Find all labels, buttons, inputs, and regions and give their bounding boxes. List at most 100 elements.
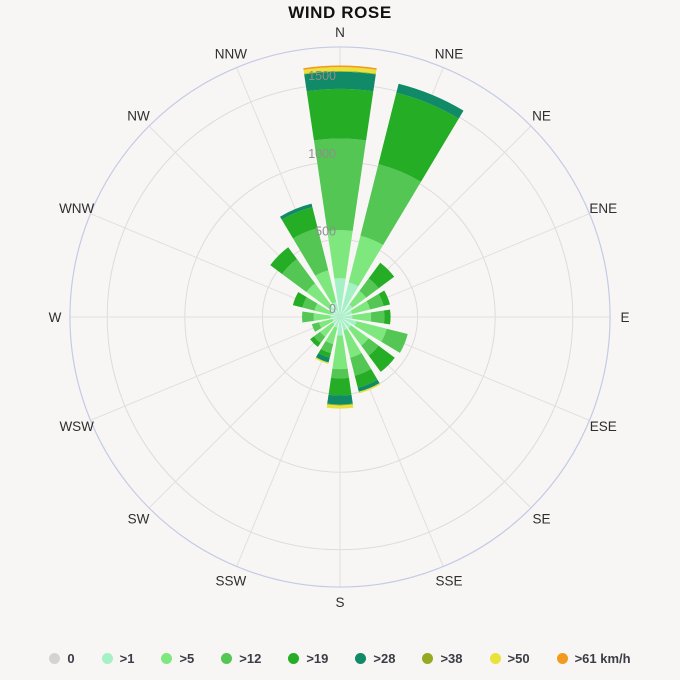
legend-dot->38 [422,653,434,664]
direction-label-SSE: SSE [436,573,463,588]
legend-item-0: 0 [49,651,75,666]
legend-item->19: >19 [288,651,328,666]
bar-NE-segment->12 [359,278,379,298]
bar-SSE-segment->19 [354,368,378,388]
bar-NNW-segment->1 [332,301,340,317]
direction-label-NNE: NNE [435,47,464,62]
bar-W-segment->5 [313,313,331,321]
legend-dot->50 [489,653,501,664]
bar-NNE-segment->28 [396,83,464,119]
bar-SSW-segment->28 [315,352,330,363]
legend-item->28: >28 [355,651,395,666]
bar-SSE-segment->50 [358,383,381,394]
grid-spoke-SW [148,316,341,509]
legend-item->50: >50 [489,651,530,666]
bar-ESE-segment->1 [340,317,357,326]
bar-E-segment->19 [383,309,391,325]
direction-label-ESE: ESE [590,419,617,434]
bar-S-segment->1 [337,317,343,336]
bar-N-segment->28 [304,71,376,92]
bar-SSE-segment->1 [340,317,348,331]
bar-SW-segment->19 [310,336,321,347]
bar-S-segment->12 [331,368,349,379]
bar-SSE-segment->5 [343,328,362,358]
direction-label-NW: NW [127,108,150,123]
bar-WNW-segment->5 [314,303,333,315]
bar-SE-segment->5 [348,325,369,346]
bar-SW-segment->5 [320,322,335,337]
legend-dot->1 [101,653,113,664]
bar-NNW-segment->12 [292,228,329,276]
bar-E-segment->12 [370,310,385,324]
bar-SE-segment->12 [361,338,379,356]
bar-W-segment->12 [301,311,314,323]
bar-N-segment->5 [327,230,353,279]
bar-NW-segment->12 [282,259,316,293]
legend-label->61: >61 km/h [574,651,631,666]
grid-spoke-WSW [90,316,341,421]
radial-tick-label-0: 0 [329,302,336,316]
bar-WNW-segment->19 [292,292,307,308]
bar-NE-segment->19 [368,262,395,289]
bar-SE-segment->1 [340,317,352,329]
bar-WSW-segment->5 [318,318,334,329]
direction-label-WNW: WNW [59,201,94,216]
bar-N-segment->1 [334,278,346,317]
bar-WSW-segment->12 [311,322,322,332]
legend-dot->19 [288,653,300,664]
bar-S-segment->38 [327,403,353,406]
direction-label-SW: SW [128,512,150,527]
bar-NE-segment->5 [349,290,367,308]
bar-WSW-segment->1 [332,317,340,321]
bar-S-segment->19 [328,377,352,396]
bar-N-segment->38 [304,71,376,75]
direction-label-W: W [49,310,62,325]
legend-dot->5 [161,653,173,664]
legend-item->12: >12 [221,651,261,666]
bar-NNE-segment->5 [348,235,384,287]
bar-SSW-segment->19 [318,348,331,358]
radial-tick-label-1000: 1000 [308,147,336,161]
direction-label-WSW: WSW [59,419,94,434]
bar-NW-segment->19 [270,247,297,274]
legend-item->5: >5 [161,651,194,666]
radial-tick-label-1500: 1500 [308,69,336,83]
legend-dot->12 [221,653,233,664]
bar-SSW-segment->5 [325,326,338,345]
legend-dot->28 [355,653,367,664]
wind-rose-chart: 0 500 1000 1500 N NNE NE ENE E ESE SE SSE S SSW SW WSW W… [49,25,630,610]
radial-tick-label-500: 500 [315,224,336,238]
bar-ENE-segment->5 [350,301,371,314]
bar-N-segment->61 [303,65,377,70]
legend-label->38: >38 [440,651,463,666]
chart-title: WIND ROSE [288,3,392,22]
bar-E-segment->5 [352,312,372,322]
direction-label-S: S [335,595,344,610]
bar-SW-segment->12 [313,331,326,344]
legend-label->19: >19 [306,651,329,666]
legend-label->12: >12 [239,651,262,666]
bar-S-segment->50 [326,404,354,409]
legend-dot-0 [49,653,61,664]
outer-circle [69,46,611,588]
legend-item->61: >61 km/h [556,651,631,666]
legend-label->28: >28 [373,651,396,666]
bar-ESE-segment->12 [381,328,408,353]
bar-NW-segment->1 [328,305,340,317]
direction-label-N: N [335,25,345,40]
bar-ENE-segment->19 [378,290,390,307]
bar-SSW-segment->1 [334,317,340,328]
direction-label-SSW: SSW [216,573,247,588]
bar-NNW-segment->28 [279,203,313,220]
bar-NNW-segment->5 [315,270,337,304]
bar-SSW-segment->50 [315,357,329,364]
bar-NE-segment->1 [340,304,353,317]
direction-label-SE: SE [533,512,551,527]
bar-WNW-segment->1 [330,312,340,317]
bar-N-segment->12 [313,138,367,232]
direction-label-NNW: NNW [215,47,247,62]
direction-label-NE: NE [532,108,551,123]
bar-NNW-segment->19 [281,207,318,239]
bar-SSW-segment->12 [320,340,334,354]
bar-NNE-segment->12 [360,164,421,246]
